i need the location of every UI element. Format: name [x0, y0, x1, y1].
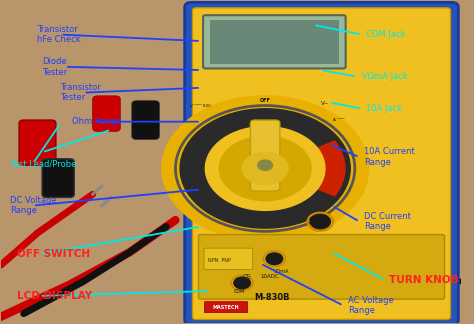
Text: AC Voltage
Range: AC Voltage Range — [348, 296, 394, 315]
Text: Transistor
hFe Check: Transistor hFe Check — [37, 25, 81, 44]
Text: CE: CE — [242, 273, 251, 280]
FancyBboxPatch shape — [93, 96, 120, 131]
Text: DC Voltage
Range: DC Voltage Range — [10, 196, 56, 215]
Text: 10A Jack: 10A Jack — [366, 104, 402, 113]
Circle shape — [266, 253, 283, 265]
Text: V ᵐᵐᵐ 600: V ᵐᵐᵐ 600 — [191, 104, 211, 108]
Text: TURN KNOB: TURN KNOB — [389, 275, 459, 285]
FancyBboxPatch shape — [250, 120, 280, 191]
Circle shape — [242, 152, 288, 185]
Text: LCD DISPLAY: LCD DISPLAY — [17, 291, 92, 301]
FancyBboxPatch shape — [185, 2, 458, 324]
Text: A ᵐᵐᵐ: A ᵐᵐᵐ — [333, 118, 345, 122]
FancyBboxPatch shape — [199, 235, 445, 299]
FancyBboxPatch shape — [132, 101, 159, 139]
Text: DC Current
Range: DC Current Range — [364, 212, 411, 231]
Text: VΩmA Jack: VΩmA Jack — [362, 72, 408, 81]
Circle shape — [205, 126, 325, 210]
Circle shape — [162, 96, 369, 241]
Wedge shape — [311, 140, 346, 197]
Text: MASTECH: MASTECH — [213, 305, 239, 310]
Circle shape — [310, 214, 330, 229]
Text: COM Jack: COM Jack — [366, 30, 406, 39]
Circle shape — [219, 136, 311, 201]
Text: OFF: OFF — [260, 98, 271, 103]
FancyBboxPatch shape — [204, 302, 248, 313]
Text: M-830B: M-830B — [254, 293, 290, 302]
Text: Diode
Tester: Diode Tester — [42, 57, 67, 76]
FancyBboxPatch shape — [192, 8, 450, 319]
Text: VΩmA: VΩmA — [273, 269, 289, 274]
Circle shape — [180, 109, 350, 228]
FancyBboxPatch shape — [19, 120, 56, 165]
Text: Transistor
Tester: Transistor Tester — [61, 83, 101, 102]
Text: V~: V~ — [321, 101, 329, 106]
Circle shape — [258, 160, 273, 170]
Circle shape — [234, 277, 250, 289]
Text: Ohm Range: Ohm Range — [72, 117, 122, 126]
Text: COM: COM — [234, 289, 246, 294]
Text: 10A Current
Range: 10A Current Range — [364, 147, 415, 167]
FancyBboxPatch shape — [210, 20, 339, 64]
FancyBboxPatch shape — [42, 159, 74, 198]
Text: OFF SWITCH: OFF SWITCH — [17, 249, 90, 259]
FancyBboxPatch shape — [203, 15, 346, 68]
FancyBboxPatch shape — [204, 248, 253, 270]
FancyBboxPatch shape — [0, 1, 461, 323]
Text: NPN  PNP: NPN PNP — [208, 258, 230, 263]
Text: Test Lead/Probe: Test Lead/Probe — [10, 159, 76, 168]
Text: 10ADC: 10ADC — [260, 274, 279, 279]
